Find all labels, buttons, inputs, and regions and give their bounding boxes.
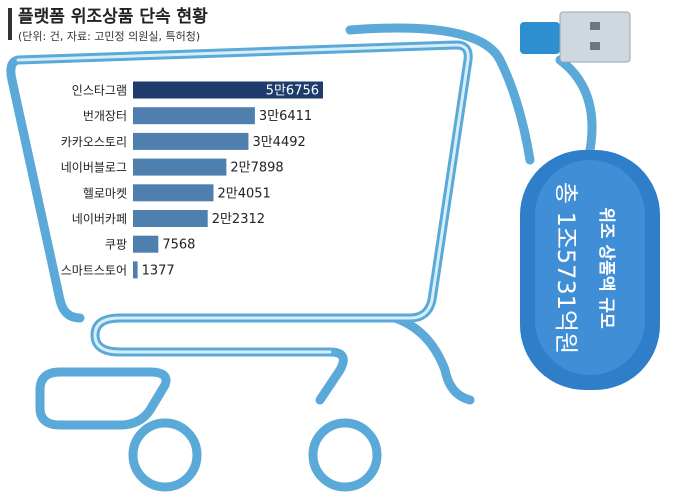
annotation: 총 1조5731억원: [552, 182, 580, 354]
bar: [133, 261, 138, 279]
category-label: 카카오스토리: [61, 135, 127, 149]
bar: [133, 107, 255, 125]
chart-title: 플랫폼 위조상품 단속 현황: [18, 7, 208, 27]
category-label: 헬로마켓: [83, 186, 127, 200]
value-label: 3만6411: [259, 109, 312, 124]
bar: [133, 184, 214, 202]
category-label: 네이버블로그: [61, 161, 127, 175]
value-label: 1377: [142, 263, 175, 278]
usb-plug: [520, 11, 631, 63]
category-label: 스마트스토어: [61, 263, 127, 277]
category-label: 번개장터: [83, 109, 127, 123]
category-label: 네이버카페: [72, 212, 127, 226]
value-label: 7568: [162, 238, 195, 253]
bar: [133, 235, 159, 253]
value-label: 5만6756: [266, 84, 319, 99]
bar: [133, 210, 208, 227]
value-label: 2만7898: [230, 161, 283, 176]
bar: [133, 132, 249, 150]
bar: [133, 158, 227, 176]
mouse-highlight: [535, 160, 645, 375]
value-label: 2만4051: [218, 186, 271, 201]
category-label: 쿠팡: [105, 238, 127, 252]
value-label: 2만2312: [212, 212, 265, 227]
annotation: 위조 상품액 규모: [596, 207, 616, 329]
chart-subtitle: (단위: 건, 자료: 고민정 의원실, 특허청): [18, 30, 200, 43]
value-label: 3만4492: [252, 135, 305, 150]
cart-illustration: [6, 23, 597, 492]
category-label: 인스타그램: [72, 84, 127, 98]
bar: [133, 81, 323, 99]
title-marker: [8, 8, 12, 40]
